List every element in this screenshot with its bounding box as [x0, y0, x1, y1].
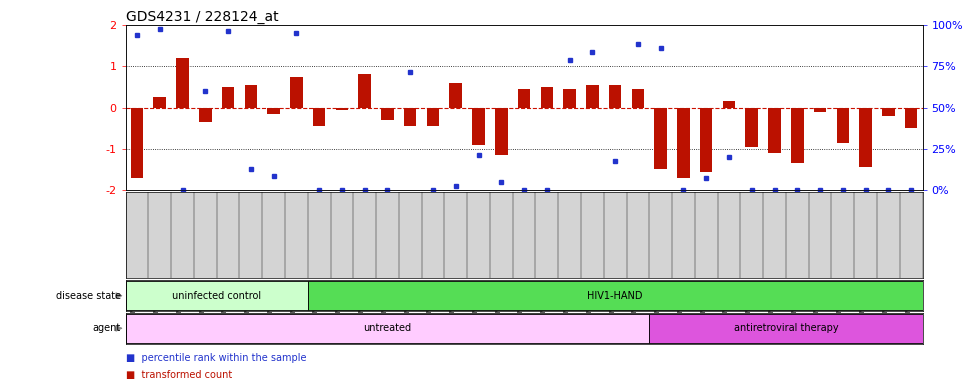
- Bar: [222, 87, 235, 108]
- Bar: [541, 87, 554, 108]
- Text: ■  transformed count: ■ transformed count: [126, 370, 232, 380]
- Bar: [358, 74, 371, 108]
- Bar: [130, 108, 143, 178]
- Bar: [677, 108, 690, 178]
- Bar: [654, 108, 667, 169]
- Bar: [404, 108, 416, 126]
- Bar: [632, 89, 644, 108]
- Bar: [723, 101, 735, 108]
- Bar: [813, 108, 826, 112]
- Bar: [860, 108, 872, 167]
- Bar: [154, 97, 166, 108]
- Bar: [449, 83, 462, 108]
- Bar: [126, 281, 308, 310]
- Bar: [290, 76, 302, 108]
- Text: HIV1-HAND: HIV1-HAND: [587, 291, 643, 301]
- Text: uninfected control: uninfected control: [172, 291, 261, 301]
- Bar: [746, 108, 758, 147]
- Bar: [609, 85, 621, 108]
- Bar: [308, 281, 923, 310]
- Bar: [126, 314, 649, 343]
- Text: ■  percentile rank within the sample: ■ percentile rank within the sample: [126, 353, 306, 363]
- Text: disease state: disease state: [56, 291, 121, 301]
- Bar: [905, 108, 918, 128]
- Bar: [427, 108, 440, 126]
- Text: GDS4231 / 228124_at: GDS4231 / 228124_at: [126, 10, 278, 24]
- Bar: [768, 108, 781, 153]
- Text: untreated: untreated: [363, 323, 412, 333]
- Bar: [244, 85, 257, 108]
- Text: agent: agent: [93, 323, 121, 333]
- Bar: [472, 108, 485, 145]
- Bar: [586, 85, 599, 108]
- Bar: [563, 89, 576, 108]
- Bar: [518, 89, 530, 108]
- Bar: [335, 108, 348, 109]
- Bar: [882, 108, 895, 116]
- Bar: [791, 108, 804, 163]
- Bar: [382, 108, 394, 120]
- Bar: [837, 108, 849, 142]
- Bar: [649, 314, 923, 343]
- Bar: [495, 108, 507, 155]
- Text: antiretroviral therapy: antiretroviral therapy: [733, 323, 838, 333]
- Bar: [700, 108, 713, 172]
- Bar: [199, 108, 212, 122]
- Bar: [268, 108, 280, 114]
- Bar: [313, 108, 326, 126]
- Bar: [176, 58, 188, 108]
